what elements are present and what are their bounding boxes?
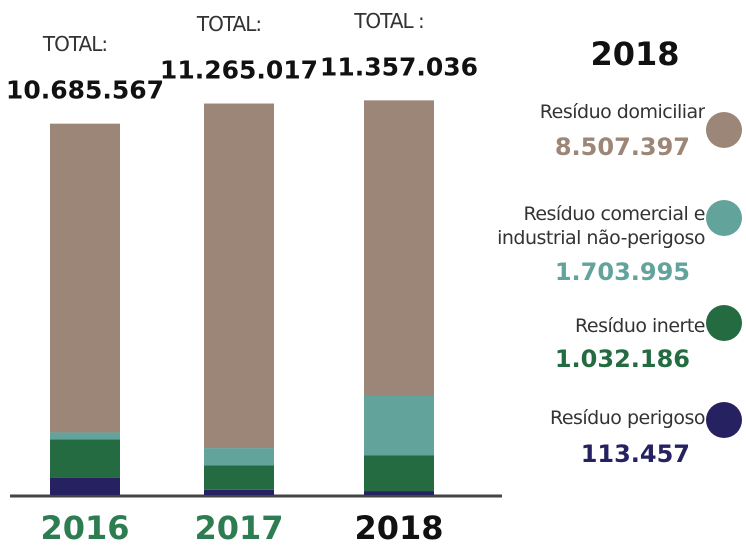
x-tick-label: 2018 — [354, 509, 443, 547]
legend-label: Resíduo inerte — [575, 315, 705, 337]
bar-segment — [50, 123, 120, 433]
legend-value: 113.457 — [581, 440, 690, 468]
legend-title: 2018 — [590, 35, 679, 73]
bar-segment — [50, 432, 120, 440]
legend-swatch — [706, 305, 742, 341]
total-value: 11.265.017 — [160, 56, 318, 85]
legend-label: Resíduo domiciliar — [539, 101, 705, 123]
bar-segment — [364, 491, 434, 495]
bar-segment — [204, 465, 274, 490]
total-value: 11.357.036 — [320, 52, 478, 81]
legend-label-box: Resíduo domiciliar — [539, 101, 705, 123]
x-tick-label: 2017 — [194, 509, 283, 547]
legend-label-box: Resíduo inerte — [575, 315, 705, 337]
legend-value: 8.507.397 — [555, 133, 690, 161]
bar-segment — [50, 439, 120, 478]
legend-label-box: Resíduo perigoso — [549, 407, 705, 429]
bar-segment — [204, 489, 274, 495]
legend-label-box: Resíduo comercial e industrial não-perig… — [497, 203, 705, 249]
legend-swatch — [706, 402, 742, 438]
legend-swatch — [706, 112, 742, 148]
bar-segment — [50, 477, 120, 495]
bar-segment — [204, 103, 274, 449]
bar-segment — [204, 448, 274, 466]
x-tick-label: 2016 — [40, 509, 129, 547]
legend-label: Resíduo comercial e industrial não-perig… — [497, 203, 705, 249]
legend-label: Resíduo perigoso — [549, 407, 705, 429]
legend-swatch — [706, 200, 742, 236]
total-prefix: TOTAL : — [353, 9, 424, 33]
total-prefix: TOTAL: — [42, 32, 107, 56]
total-prefix: TOTAL: — [196, 12, 261, 36]
legend-value: 1.703.995 — [555, 258, 690, 286]
bar-segment — [364, 395, 434, 456]
bar-segment — [364, 455, 434, 492]
legend-value: 1.032.186 — [555, 345, 690, 373]
total-value: 10.685.567 — [6, 76, 164, 105]
bar-segment — [364, 100, 434, 396]
